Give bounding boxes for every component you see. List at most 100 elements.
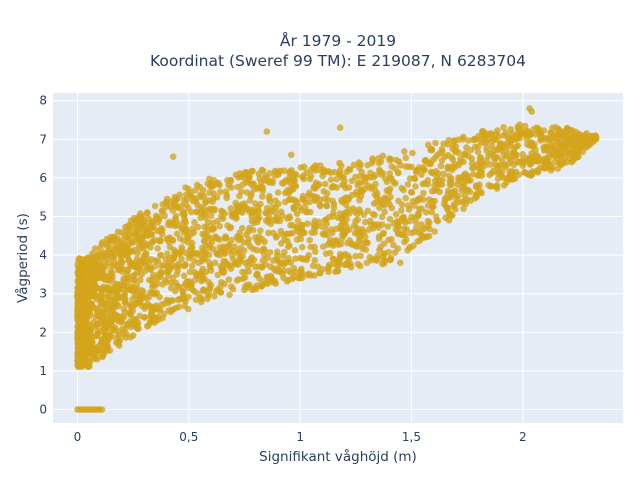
data-point bbox=[285, 243, 292, 250]
data-point bbox=[305, 270, 313, 278]
data-point bbox=[136, 257, 143, 265]
data-point bbox=[120, 305, 128, 313]
data-point bbox=[190, 229, 198, 236]
data-point bbox=[127, 334, 134, 341]
data-point bbox=[394, 169, 402, 176]
data-point bbox=[172, 212, 180, 220]
data-point bbox=[209, 224, 217, 232]
data-point bbox=[195, 259, 202, 267]
data-point bbox=[502, 129, 509, 136]
data-point bbox=[141, 252, 148, 260]
data-point bbox=[322, 216, 330, 223]
data-point bbox=[86, 312, 93, 320]
data-point bbox=[348, 177, 356, 185]
data-point bbox=[225, 276, 233, 283]
data-point bbox=[74, 326, 82, 334]
data-point bbox=[353, 188, 360, 196]
data-point bbox=[328, 184, 336, 191]
data-point bbox=[200, 205, 207, 212]
data-point bbox=[459, 198, 466, 206]
data-point bbox=[265, 229, 272, 237]
data-point bbox=[97, 244, 104, 252]
data-point bbox=[267, 274, 275, 281]
data-point bbox=[363, 239, 370, 246]
data-point bbox=[292, 268, 299, 276]
data-point bbox=[299, 221, 307, 229]
data-point bbox=[380, 250, 388, 257]
data-point bbox=[191, 219, 198, 226]
data-point bbox=[311, 229, 319, 236]
data-point bbox=[237, 203, 244, 210]
data-point bbox=[459, 136, 467, 143]
data-point bbox=[118, 268, 126, 276]
data-point bbox=[204, 295, 211, 303]
data-point bbox=[211, 259, 219, 267]
data-point bbox=[207, 179, 215, 187]
data-point bbox=[205, 258, 213, 266]
data-point bbox=[551, 144, 558, 151]
data-point bbox=[380, 240, 388, 247]
data-point bbox=[466, 188, 474, 196]
data-point bbox=[562, 148, 569, 155]
data-point bbox=[529, 143, 537, 150]
data-point bbox=[205, 289, 213, 297]
data-point bbox=[99, 353, 106, 360]
data-point bbox=[154, 280, 161, 288]
data-point bbox=[94, 330, 102, 337]
data-point bbox=[386, 155, 393, 162]
data-point bbox=[216, 222, 223, 230]
data-point bbox=[454, 192, 462, 200]
data-point bbox=[76, 310, 83, 317]
data-point bbox=[503, 152, 511, 160]
data-point bbox=[418, 171, 425, 179]
data-point bbox=[306, 236, 314, 244]
data-point bbox=[381, 208, 388, 216]
data-point bbox=[105, 305, 112, 312]
y-tick-label: 1 bbox=[39, 364, 47, 378]
data-point bbox=[170, 246, 178, 254]
data-point bbox=[456, 175, 464, 182]
data-point bbox=[371, 211, 379, 219]
data-point bbox=[258, 166, 266, 174]
data-point bbox=[120, 277, 127, 285]
data-point bbox=[316, 201, 324, 208]
data-point bbox=[170, 254, 178, 262]
data-point bbox=[272, 197, 279, 204]
data-point bbox=[345, 194, 353, 202]
data-point bbox=[283, 230, 290, 238]
data-point bbox=[528, 108, 535, 115]
data-point bbox=[464, 176, 472, 184]
data-point bbox=[88, 288, 96, 295]
data-point bbox=[451, 160, 459, 168]
data-point bbox=[148, 221, 155, 229]
data-point bbox=[149, 275, 156, 282]
data-point bbox=[350, 161, 358, 169]
data-point bbox=[440, 170, 447, 178]
data-point bbox=[217, 262, 225, 270]
data-point bbox=[137, 276, 144, 284]
data-point bbox=[264, 254, 271, 261]
y-tick-label: 5 bbox=[39, 210, 47, 224]
data-point bbox=[263, 174, 271, 182]
data-point bbox=[381, 175, 389, 182]
data-point bbox=[381, 202, 388, 209]
data-point bbox=[327, 176, 335, 183]
data-point bbox=[514, 142, 522, 149]
data-point bbox=[457, 158, 464, 166]
data-point bbox=[428, 146, 436, 153]
data-point bbox=[132, 285, 139, 292]
data-point bbox=[180, 272, 188, 280]
data-point bbox=[232, 199, 239, 207]
data-point bbox=[500, 124, 507, 131]
data-point bbox=[322, 180, 329, 188]
data-point bbox=[194, 290, 202, 297]
data-point bbox=[158, 262, 165, 270]
data-point bbox=[287, 222, 294, 229]
data-point bbox=[145, 232, 152, 239]
data-point bbox=[89, 302, 96, 310]
data-point bbox=[223, 194, 230, 202]
tick-layer: 0 0,5 1 1,5 2 0 1 2 3 4 5 6 7 8 bbox=[39, 94, 526, 444]
data-point bbox=[107, 245, 115, 252]
data-point bbox=[438, 148, 446, 155]
data-point bbox=[94, 345, 102, 352]
